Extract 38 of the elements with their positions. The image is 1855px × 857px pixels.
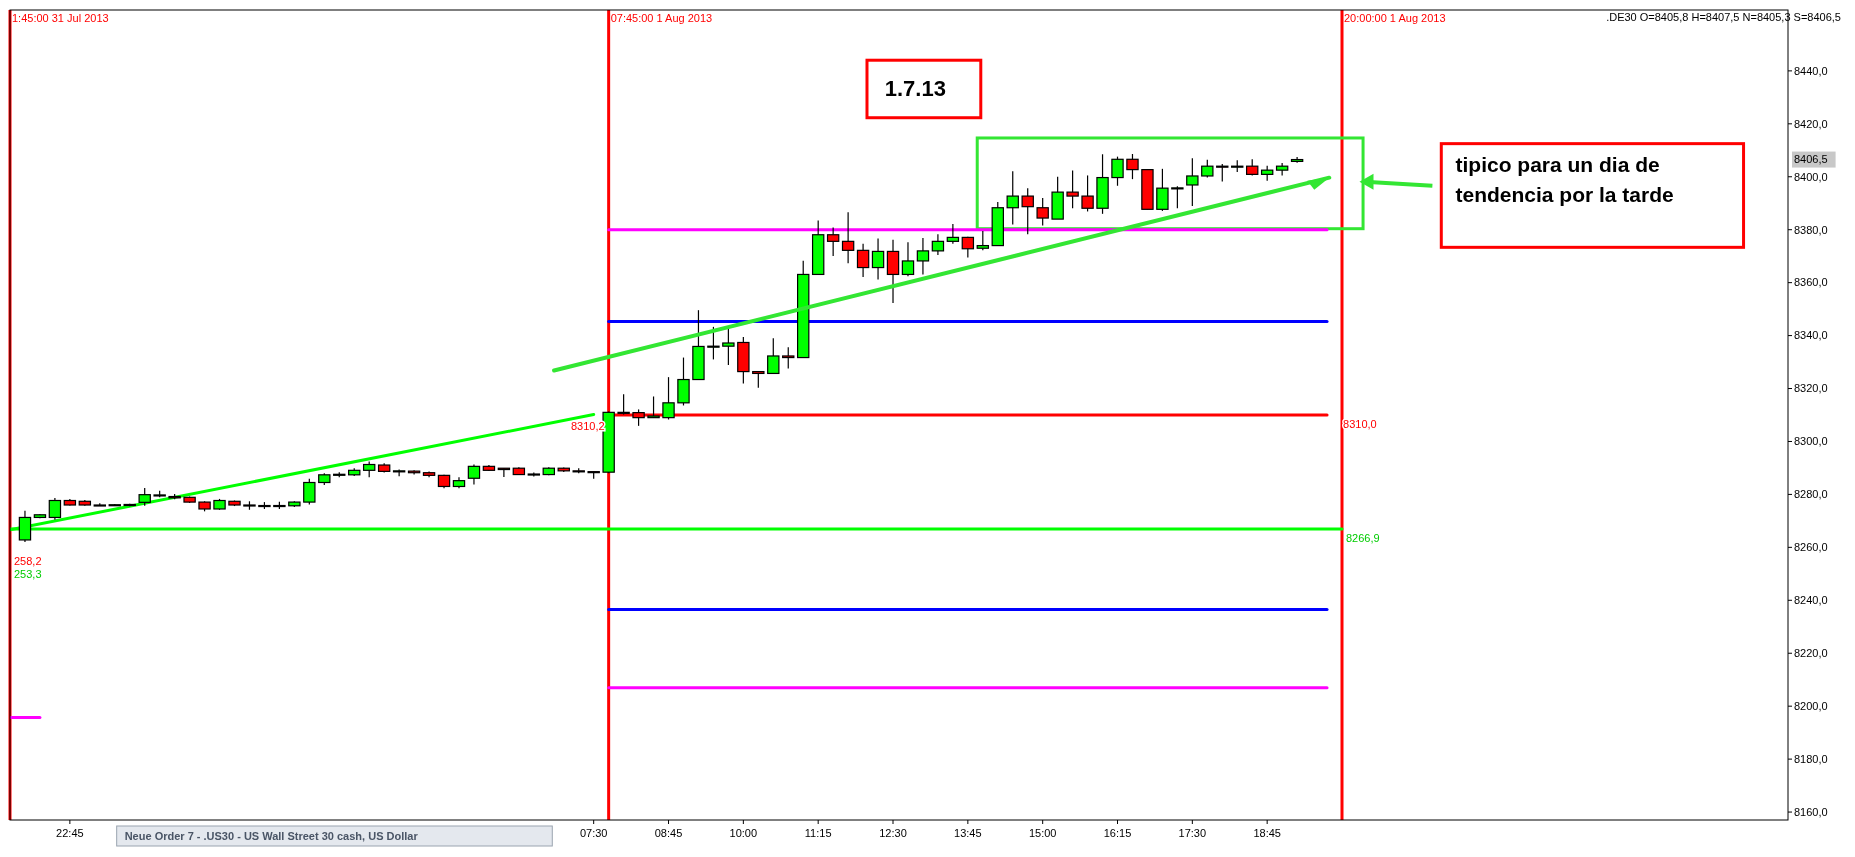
x-tick-label: 17:30 — [1178, 827, 1207, 839]
x-tick-label: 10:00 — [729, 827, 758, 839]
x-tick-label: 08:45 — [654, 827, 683, 839]
x-tick-label: 18:45 — [1253, 827, 1281, 839]
annotation: 253,3 — [14, 568, 42, 581]
y-tick-label: 8300,0 — [1794, 435, 1828, 448]
x-tick-label: 11:15 — [804, 827, 832, 839]
y-tick-label: 8240,0 — [1794, 594, 1828, 607]
annotation: 258,2 — [14, 555, 42, 568]
annotation: 8266,9 — [1346, 532, 1380, 545]
ref-line-label: 20:00:00 1 Aug 2013 — [1344, 12, 1446, 24]
y-tick-label: 8220,0 — [1794, 647, 1828, 660]
x-tick-label: 12:30 — [879, 827, 907, 839]
y-tick-label: 8440,0 — [1794, 64, 1828, 77]
x-tick-label: 15:00 — [1028, 827, 1057, 839]
x-tick-label: 22:45 — [56, 827, 84, 839]
y-tick-label: 8400,0 — [1794, 170, 1828, 183]
annotation: 8310,0 — [1343, 418, 1377, 431]
y-tick-label: 8340,0 — [1794, 329, 1828, 342]
y-tick-label: 8260,0 — [1794, 541, 1828, 554]
annotation: .DE30 O=8405,8 H=8407,5 N=8405,3 S=8406,5 — [1606, 11, 1841, 23]
x-tick-label: 07:30 — [579, 827, 608, 839]
y-tick-label: 8360,0 — [1794, 276, 1828, 289]
annotation: tipico para un dia de tendencia por la tarde — [1455, 153, 1674, 206]
text: Neue Order 7 - .US30 - US Wall Street 30 cash, US Dollar — [124, 830, 419, 842]
y-tick-label: 8160,0 — [1794, 805, 1828, 818]
annotation: 1.7.13 — [884, 75, 946, 101]
x-tick-label: 16:15 — [1103, 827, 1132, 839]
y-tick-label: 8200,0 — [1794, 700, 1828, 713]
ref-line-label: 07:45:00 1 Aug 2013 — [610, 12, 713, 24]
y-tick-label: 8320,0 — [1794, 382, 1828, 395]
ref-line-label: 1:45:00 31 Jul 2013 — [12, 12, 109, 24]
x-tick-label: 13:45 — [954, 827, 982, 839]
y-tick-label: 8280,0 — [1794, 488, 1828, 501]
y-tick-label: 8180,0 — [1794, 752, 1828, 765]
y-tick-label: 8380,0 — [1794, 223, 1828, 236]
y-tick-label: 8420,0 — [1794, 117, 1828, 130]
text: 8406,5 — [1794, 153, 1828, 166]
